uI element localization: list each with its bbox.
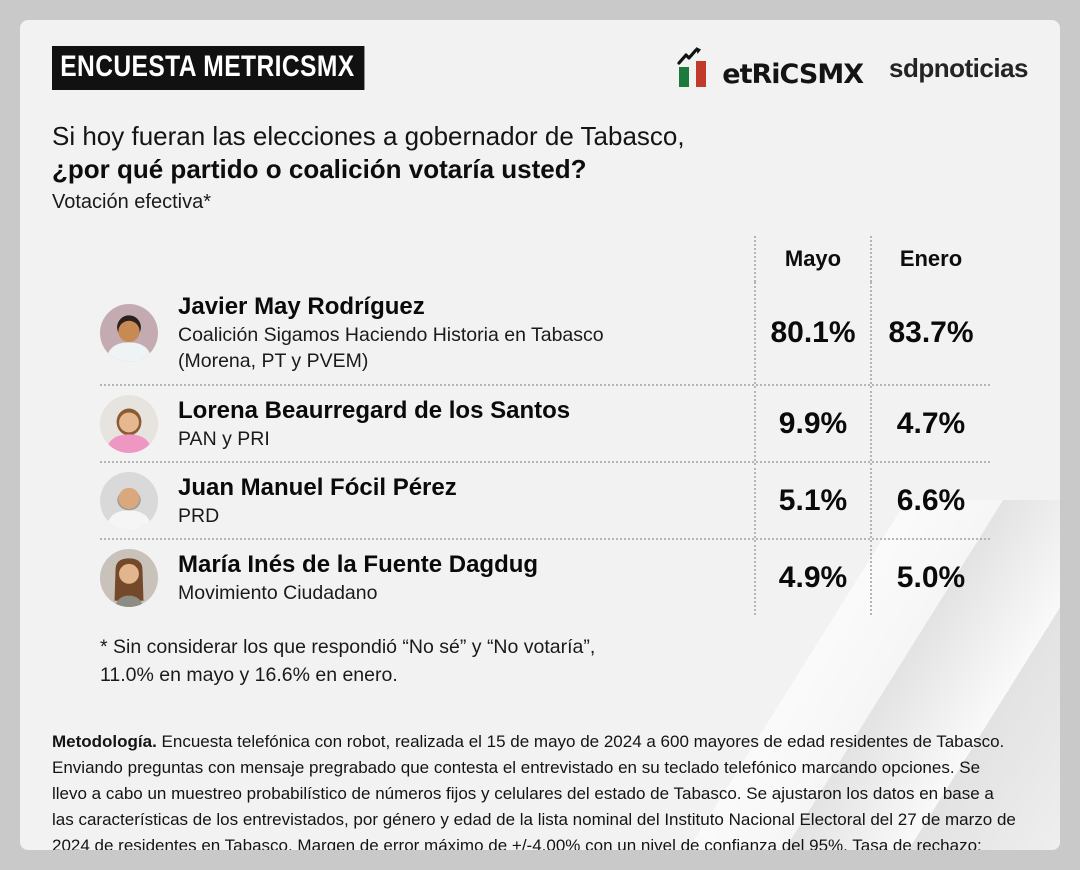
poll-card: ENCUESTA METRICSMX etRiCSMX sdpnoticias … [20, 20, 1060, 850]
metricsmx-bars-icon [677, 47, 707, 87]
methodology: Metodología. Encuesta telefónica con rob… [52, 729, 1028, 850]
candidate-avatar [100, 548, 158, 607]
candidate-party: PAN y PRI [178, 427, 270, 450]
table-header-row: Mayo Enero [100, 236, 990, 282]
column-header-enero: Enero [870, 236, 990, 282]
candidate-party: PRD [178, 504, 220, 527]
methodology-label: Metodología. [52, 732, 157, 751]
candidate-party-detail: (Morena, PT y PVEM) [178, 350, 369, 372]
table-row: Juan Manuel Fócil Pérez PRD 5.1% 6.6% [100, 463, 990, 540]
candidate-name: Javier May Rodríguez [178, 293, 425, 320]
header: ENCUESTA METRICSMX etRiCSMX sdpnoticias [52, 46, 1028, 90]
value-mayo: 5.1% [754, 463, 870, 538]
table-row: Lorena Beaurregard de los Santos PAN y P… [100, 386, 990, 463]
metricsmx-logo-text: etRiCSMX [722, 59, 864, 90]
footnote: * Sin considerar los que respondió “No s… [100, 633, 1028, 689]
value-enero: 6.6% [870, 463, 990, 538]
question-subtitle: Votación efectiva* [52, 191, 211, 213]
brand-logos: etRiCSMX sdpnoticias [676, 46, 1028, 90]
metricsmx-logo: etRiCSMX [676, 46, 864, 90]
column-header-mayo: Mayo [754, 236, 870, 282]
question-line2: ¿por qué partido o coalición votaría ust… [52, 154, 587, 184]
footnote-line2: 11.0% en mayo y 16.6% en enero. [100, 664, 398, 686]
methodology-text: Encuesta telefónica con robot, realizada… [52, 732, 1016, 850]
candidate-party: Movimiento Ciudadano [178, 581, 378, 604]
candidate-avatar [100, 394, 158, 453]
table-row: Javier May Rodríguez Coalición Sigamos H… [100, 282, 990, 386]
value-mayo: 4.9% [754, 540, 870, 615]
survey-badge: ENCUESTA METRICSMX [52, 46, 365, 90]
candidate-name: Juan Manuel Fócil Pérez [178, 473, 457, 501]
question-block: Si hoy fueran las elecciones a gobernado… [52, 120, 1028, 214]
value-mayo: 80.1% [754, 282, 870, 384]
candidate-name: Lorena Beaurregard de los Santos [178, 396, 571, 424]
question-line1: Si hoy fueran las elecciones a gobernado… [52, 121, 685, 151]
value-mayo: 9.9% [754, 386, 870, 461]
table-row: María Inés de la Fuente Dagdug Movimient… [100, 540, 990, 615]
candidate-party: Coalición Sigamos Haciendo Historia en T… [178, 324, 604, 346]
results-table: Mayo Enero Javier May Rodr [100, 236, 990, 615]
corner-decoration [590, 500, 1060, 850]
candidate-name: María Inés de la Fuente Dagdug [178, 550, 539, 578]
value-enero: 4.7% [870, 386, 990, 461]
value-enero: 83.7% [870, 282, 990, 384]
candidate-avatar [100, 471, 158, 530]
candidate-avatar [100, 304, 158, 362]
sdpnoticias-logo-text: sdpnoticias [889, 52, 1028, 83]
value-enero: 5.0% [870, 540, 990, 615]
footnote-line1: * Sin considerar los que respondió “No s… [100, 636, 596, 658]
